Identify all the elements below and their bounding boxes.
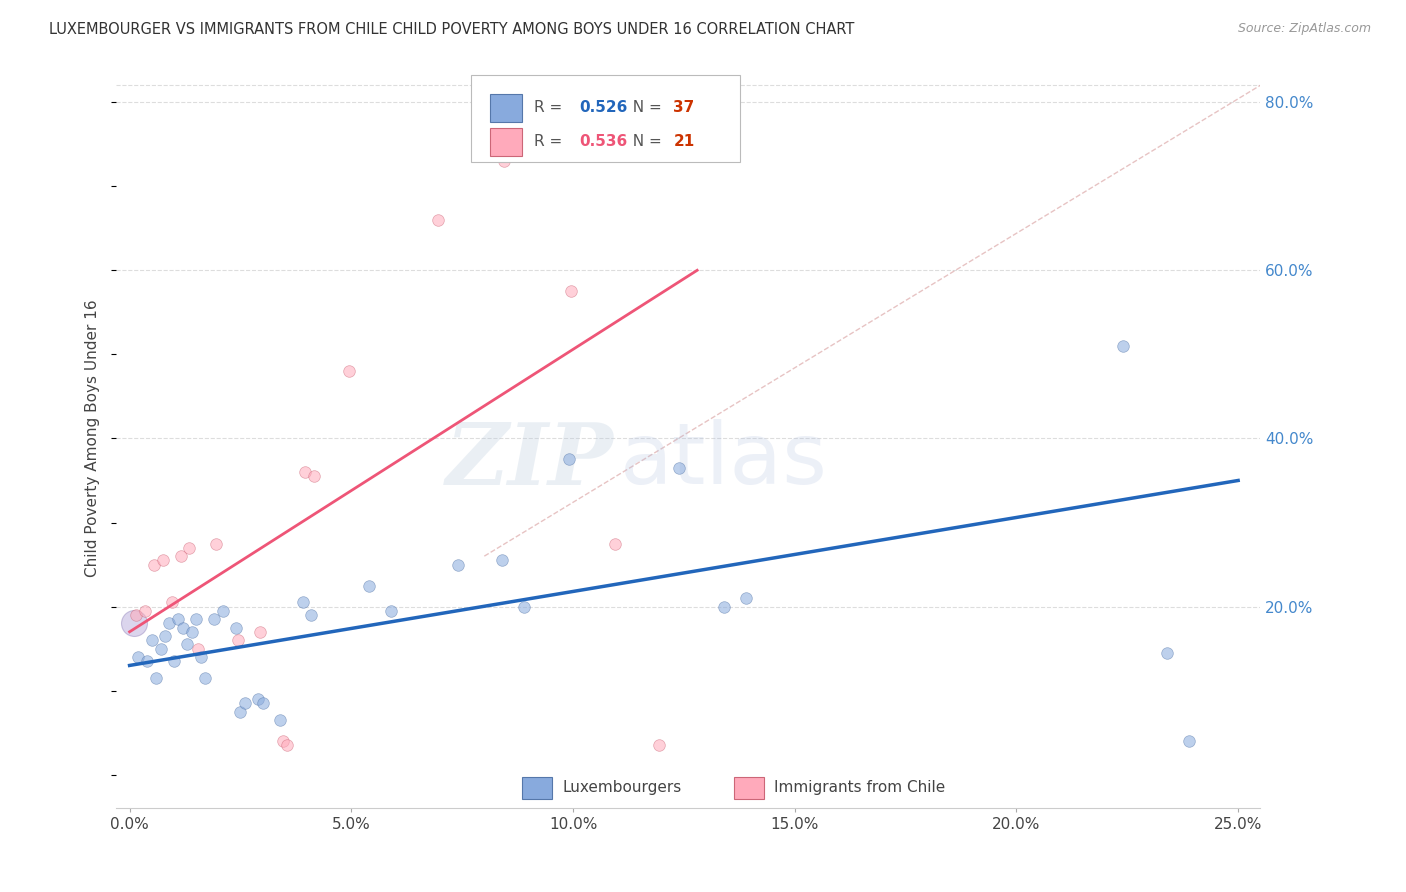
Point <box>735 591 758 606</box>
Point <box>271 734 294 748</box>
Point <box>211 604 233 618</box>
Point <box>513 599 536 614</box>
Point <box>357 578 380 592</box>
Bar <box>491 128 523 156</box>
Point <box>153 629 176 643</box>
Point <box>190 650 212 665</box>
Point <box>713 599 735 614</box>
Text: N =: N = <box>623 100 666 115</box>
Point <box>127 650 149 665</box>
Text: Immigrants from Chile: Immigrants from Chile <box>775 780 945 795</box>
Text: 0.526: 0.526 <box>579 100 628 115</box>
Point <box>125 607 148 622</box>
Point <box>184 612 207 626</box>
Point <box>160 595 183 609</box>
Point <box>179 541 201 555</box>
Bar <box>734 777 763 799</box>
Bar <box>523 777 553 799</box>
Text: R =: R = <box>534 135 567 149</box>
Point <box>176 637 198 651</box>
Point <box>167 612 190 626</box>
Point <box>252 696 274 710</box>
Point <box>233 696 256 710</box>
Point <box>494 153 516 168</box>
Point <box>136 654 159 668</box>
Point <box>143 558 166 572</box>
Point <box>172 621 194 635</box>
Point <box>122 616 145 631</box>
Point <box>337 364 360 378</box>
Point <box>145 671 167 685</box>
Point <box>491 553 513 567</box>
Point <box>187 641 209 656</box>
Point <box>152 553 174 567</box>
Point <box>648 739 671 753</box>
Point <box>560 285 582 299</box>
Point <box>294 465 316 479</box>
Point <box>229 705 252 719</box>
Point <box>426 212 449 227</box>
Text: 21: 21 <box>673 135 695 149</box>
Point <box>1178 734 1201 748</box>
Point <box>557 452 579 467</box>
Text: Source: ZipAtlas.com: Source: ZipAtlas.com <box>1237 22 1371 36</box>
Point <box>276 739 298 753</box>
Text: N =: N = <box>623 135 666 149</box>
Point <box>163 654 186 668</box>
Text: 37: 37 <box>673 100 695 115</box>
Point <box>149 641 172 656</box>
Point <box>159 616 181 631</box>
Point <box>249 624 271 639</box>
Text: R =: R = <box>534 100 567 115</box>
Text: Luxembourgers: Luxembourgers <box>562 780 682 795</box>
Point <box>134 604 156 618</box>
Point <box>380 604 402 618</box>
Point <box>194 671 217 685</box>
Point <box>225 621 247 635</box>
Point <box>169 549 191 563</box>
Point <box>202 612 225 626</box>
Point <box>447 558 470 572</box>
Point <box>299 607 322 622</box>
Text: LUXEMBOURGER VS IMMIGRANTS FROM CHILE CHILD POVERTY AMONG BOYS UNDER 16 CORRELAT: LUXEMBOURGER VS IMMIGRANTS FROM CHILE CH… <box>49 22 855 37</box>
Point <box>1112 339 1135 353</box>
Point <box>302 469 325 483</box>
Point <box>605 536 627 550</box>
FancyBboxPatch shape <box>471 75 740 162</box>
Point <box>226 633 249 648</box>
Text: ZIP: ZIP <box>446 419 614 502</box>
Point <box>291 595 314 609</box>
Text: 0.536: 0.536 <box>579 135 628 149</box>
Y-axis label: Child Poverty Among Boys Under 16: Child Poverty Among Boys Under 16 <box>86 300 100 577</box>
Point <box>269 713 291 727</box>
Bar <box>491 94 523 122</box>
Point <box>1156 646 1178 660</box>
Text: atlas: atlas <box>620 419 828 502</box>
Point <box>247 692 270 706</box>
Point <box>205 536 228 550</box>
Point <box>668 461 690 475</box>
Point <box>141 633 163 648</box>
Point <box>180 624 202 639</box>
